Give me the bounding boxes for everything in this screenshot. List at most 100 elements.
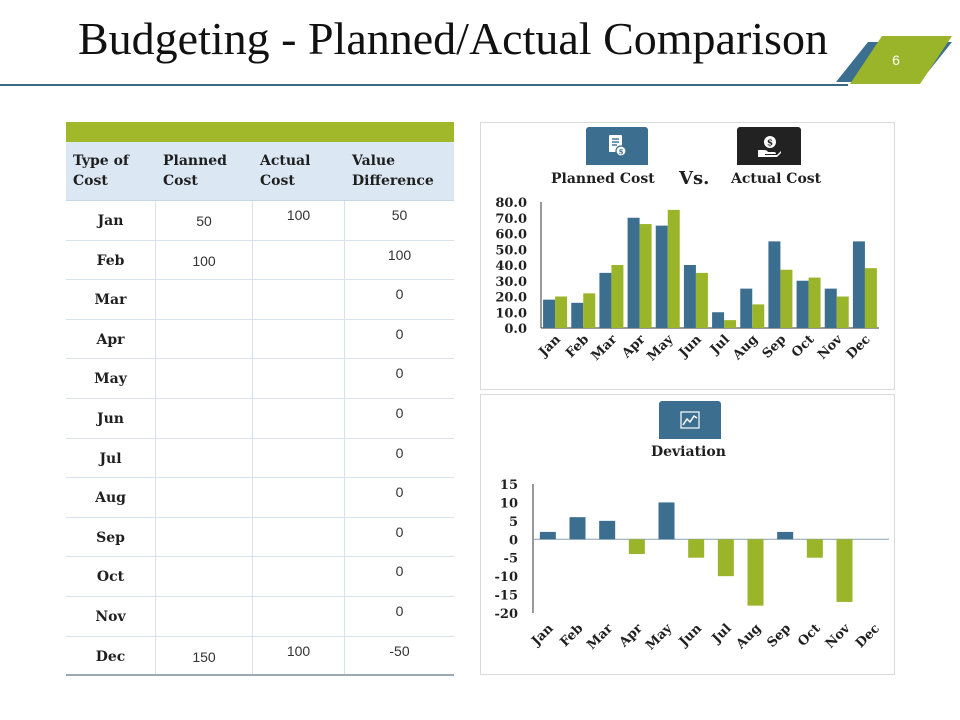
- y-tick-label: 20.0: [495, 291, 527, 306]
- y-tick-label: 0: [509, 533, 518, 548]
- x-tick-label: Jul: [707, 332, 733, 358]
- bar-actual-cost: [780, 269, 793, 328]
- cell-difference: 0: [395, 484, 404, 501]
- x-tick-label: Jan: [536, 332, 565, 361]
- table-row: Jan 50 100 50: [66, 201, 454, 241]
- x-tick-label: May: [644, 332, 676, 364]
- bar-deviation: [628, 539, 645, 555]
- x-tick-label: Nov: [815, 332, 846, 363]
- title-underline: [0, 84, 848, 86]
- table-header-row: Type of Cost Planned Cost Actual Cost Va…: [66, 142, 454, 201]
- cell-planned: [156, 596, 253, 636]
- cell-planned: [156, 557, 253, 596]
- cell-planned: [156, 319, 253, 359]
- x-tick-label: Aug: [733, 621, 765, 653]
- page-number: 6: [892, 52, 900, 68]
- cell-difference: 0: [395, 404, 404, 421]
- y-tick-label: 5: [509, 515, 518, 530]
- cell-month: Jun: [66, 398, 156, 438]
- bar-deviation: [806, 539, 823, 558]
- x-tick-label: Dec: [844, 332, 874, 362]
- cell-difference: 0: [395, 286, 404, 303]
- x-tick-label: Aug: [730, 332, 762, 364]
- x-tick-label: Sep: [760, 332, 790, 362]
- actual-icon-tab: $: [737, 127, 801, 165]
- bar-planned-cost: [599, 272, 612, 328]
- y-tick-label: 10: [500, 496, 518, 511]
- table-body: Jan 50 100 50 Feb 100 100 Mar 0 Apr 0 May 0 Jun 0 Jul 0 A…: [66, 201, 454, 677]
- bar-deviation: [539, 531, 556, 540]
- cell-difference: 0: [395, 444, 404, 461]
- bar-actual-cost: [555, 296, 568, 328]
- bar-deviation: [717, 539, 734, 577]
- bar-planned-cost: [852, 241, 865, 328]
- y-tick-label: 10.0: [495, 306, 527, 321]
- svg-text:$: $: [619, 147, 624, 156]
- table-row: Jul 0: [66, 438, 454, 479]
- cell-difference: 50: [391, 207, 408, 223]
- y-tick-label: -20: [495, 607, 519, 622]
- bar-actual-cost: [808, 277, 821, 328]
- bar-planned-cost: [824, 288, 837, 328]
- cell-actual: [253, 280, 345, 319]
- y-tick-label: 60.0: [495, 228, 527, 243]
- cell-month: Dec: [66, 636, 156, 675]
- cell-planned: [156, 359, 253, 398]
- cell-actual: 100: [253, 201, 345, 240]
- bar-planned-cost: [768, 241, 781, 328]
- deviation-icon-tab: [659, 401, 721, 439]
- planned-vs-actual-panel: $ $ Planned Cost Vs. Actual Cost 80.0 70.…: [480, 122, 895, 390]
- cell-planned: [156, 438, 253, 478]
- table-row: Feb 100 100: [66, 240, 454, 281]
- header-value-difference: Value Difference: [352, 153, 434, 189]
- table-row: Dec 150 100 -50: [66, 636, 454, 677]
- x-tick-label: Oct: [795, 621, 823, 649]
- cell-month: Jan: [66, 201, 156, 240]
- cell-difference: -50: [389, 642, 410, 659]
- bar-actual-cost: [639, 224, 652, 328]
- x-tick-label: Jun: [676, 332, 705, 361]
- bar-planned-cost: [796, 280, 809, 328]
- table-row: Sep 0: [66, 517, 454, 558]
- bar-planned-cost: [655, 225, 668, 328]
- y-tick-label: 40.0: [495, 259, 527, 274]
- cell-difference: 0: [395, 325, 404, 342]
- cell-planned: [156, 517, 253, 557]
- bar-actual-cost: [864, 268, 877, 328]
- x-tick-label: Feb: [557, 621, 586, 650]
- table-top-band: [66, 122, 454, 142]
- header-type-of-cost: Type of Cost: [73, 153, 129, 189]
- bar-deviation: [688, 539, 705, 558]
- x-tick-label: Dec: [853, 621, 883, 651]
- svg-text:$: $: [767, 139, 773, 149]
- table-row: Aug 0: [66, 478, 454, 518]
- cell-actual: [253, 596, 345, 636]
- bar-deviation: [747, 539, 764, 606]
- cell-month: Nov: [66, 596, 156, 636]
- cell-month: Feb: [66, 240, 156, 280]
- bar-actual-cost: [611, 265, 624, 328]
- hand-dollar-icon: $: [758, 136, 781, 157]
- cell-difference: 0: [395, 365, 404, 382]
- cell-actual: [253, 557, 345, 596]
- bar-actual-cost: [695, 272, 708, 328]
- cell-actual: [253, 478, 345, 517]
- cell-actual: [253, 240, 345, 280]
- cell-month: May: [66, 359, 156, 398]
- bar-actual-cost: [667, 209, 680, 328]
- y-tick-label: -15: [495, 589, 519, 604]
- bar-deviation: [599, 520, 616, 540]
- cell-planned: 100: [156, 240, 253, 280]
- legend-actual-cost: Actual Cost: [731, 171, 822, 187]
- bar-planned-cost: [571, 302, 584, 328]
- y-tick-label: 50.0: [495, 243, 527, 258]
- invoice-dollar-icon: $: [609, 135, 627, 157]
- header-actual-cost: Actual Cost: [260, 153, 311, 189]
- x-tick-label: Apr: [619, 332, 649, 362]
- page-title: Budgeting - Planned/Actual Comparison: [78, 13, 828, 64]
- line-chart-icon: [680, 411, 700, 429]
- table-row: Apr 0: [66, 319, 454, 360]
- cell-planned: [156, 478, 253, 517]
- planned-icon-tab: $: [586, 127, 648, 165]
